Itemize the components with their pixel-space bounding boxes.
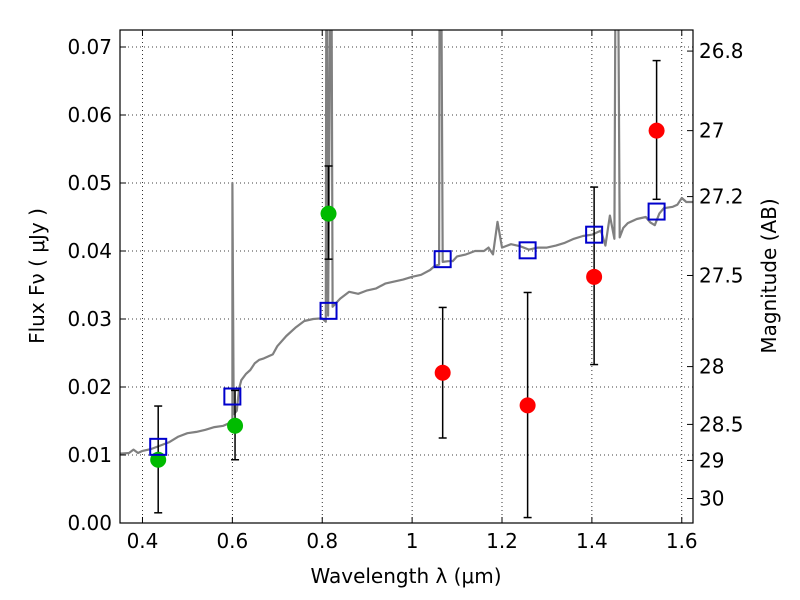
right-tick-label: 27.5 [699,263,744,287]
y-tick-label: 0.06 [67,103,112,127]
x-tick-label: 0.8 [306,529,338,553]
right-tick-label: 30 [699,487,724,511]
right-tick-label: 27 [699,119,724,143]
red-data-point [434,364,451,381]
right-tick-label: 28.5 [699,412,744,436]
y-tick-label: 0.03 [67,307,112,331]
right-tick-label: 29 [699,448,724,472]
model-square-marker [149,437,168,456]
right-tick-label: 26.8 [699,39,744,63]
x-axis-label: Wavelength λ (μm) [310,564,501,588]
model-square-marker [433,250,452,269]
model-square-marker [647,202,666,221]
x-tick-label: 1 [406,529,419,553]
x-tick-label: 1.4 [576,529,608,553]
red-data-point [648,122,665,139]
y-tick-label: 0.05 [67,171,112,195]
x-tick-label: 0.6 [216,529,248,553]
plot-area [120,30,693,523]
y-tick-label: 0.01 [67,443,112,467]
y-axis-label: Flux Fν ( μJy ) [25,208,49,344]
x-tick-label: 0.4 [127,529,159,553]
red-data-point [586,268,603,285]
data-layer [120,30,693,455]
green-data-point [320,205,337,222]
red-data-point [519,397,536,414]
y-tick-label: 0.00 [67,511,112,535]
right-axis-label: Magnitude (AB) [757,198,781,353]
right-tick-label: 27.2 [699,185,744,209]
y-tick-label: 0.04 [67,239,112,263]
x-tick-label: 1.2 [486,529,518,553]
model-square-marker [518,241,537,260]
y-tick-label: 0.02 [67,375,112,399]
green-data-point [227,417,244,434]
tick-layer: 0.4 0.6 0.8 1 1.2 1.4 1.6 0.00 0.01 0.02 0.03 0.04 0… [67,30,744,553]
model-square-marker [319,301,338,320]
plot-frame [119,29,694,524]
y-tick-label: 0.07 [67,35,112,59]
model-square-marker [223,387,242,406]
right-tick-label: 28 [699,355,724,379]
spectrum-line [120,30,693,455]
model-square-marker [585,225,604,244]
marker-layer [149,122,666,468]
x-tick-label: 1.6 [666,529,698,553]
